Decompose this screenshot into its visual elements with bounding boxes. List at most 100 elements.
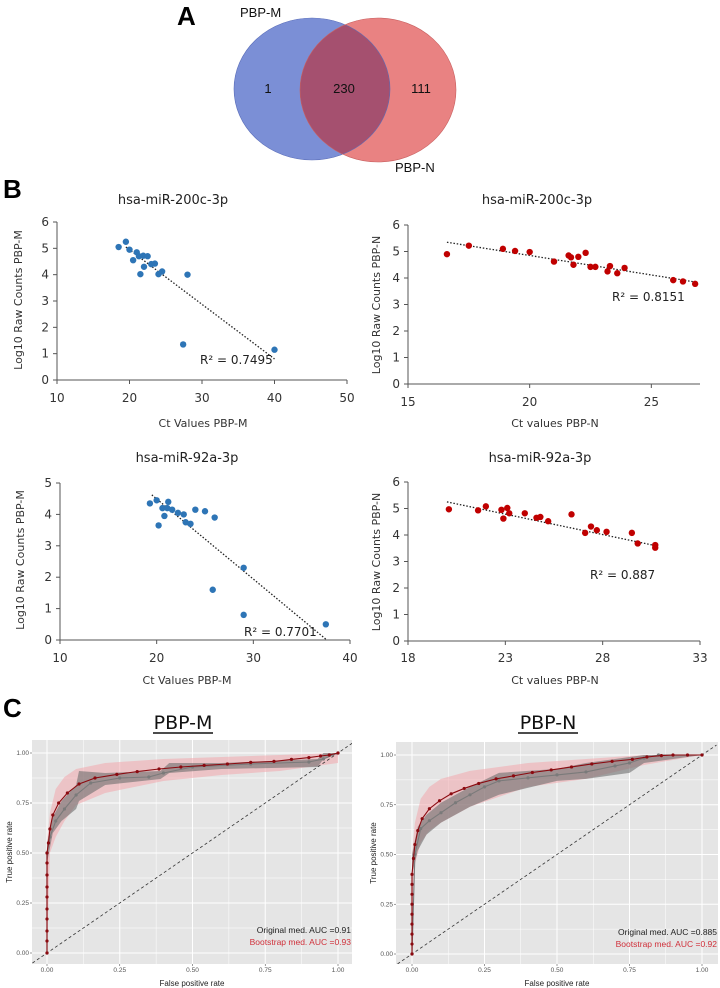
bootstrap-roc-point <box>62 807 67 811</box>
original-roc-point <box>51 813 55 817</box>
y-tick-label: 5 <box>41 241 49 255</box>
y-tick-label: 4 <box>44 507 52 521</box>
scatter-chart-1: hsa-miR-200c-3p 0 1 2 3 4 5 6 10 20 30 40 50 Ct Value… <box>12 193 355 430</box>
original-roc-point <box>410 922 414 926</box>
original-roc-line <box>46 752 339 953</box>
y-tick-label: 0.50 <box>380 852 393 859</box>
original-roc-point <box>410 872 414 877</box>
y-tick-label: 1 <box>392 608 400 622</box>
chart-title: hsa-miR-200c-3p <box>118 193 228 208</box>
original-roc-point <box>420 817 424 821</box>
x-tick-label: 1.00 <box>696 967 709 974</box>
original-roc-point <box>46 841 51 845</box>
bootstrap-roc-point <box>321 757 326 761</box>
y-tick-label: 1.00 <box>380 752 393 759</box>
y-tick-label: 6 <box>41 215 49 229</box>
data-point <box>575 253 582 260</box>
original-roc-point <box>202 763 206 768</box>
y-tick-label: 3 <box>392 298 400 312</box>
y-tick-label: 3 <box>41 294 49 308</box>
data-point <box>126 246 133 253</box>
original-roc-point <box>289 757 294 762</box>
x-tick-label: 0.50 <box>186 967 199 974</box>
venn-outline-left <box>233 17 391 161</box>
roc-chart-5: PBP-M 0.00 0.25 0.50 0.75 1.00 0.00 0.25 0.50 0.7… <box>5 712 352 988</box>
original-roc-point <box>569 765 574 769</box>
chart-title: hsa-miR-200c-3p <box>482 193 592 208</box>
original-roc-point <box>157 767 161 771</box>
x-tick-label: 1.00 <box>332 967 345 974</box>
data-point <box>184 271 191 278</box>
y-axis-label: Log10 Raw Counts PBP-N <box>370 236 383 374</box>
x-tick-label: 30 <box>194 391 209 405</box>
data-point <box>182 519 189 526</box>
data-point <box>537 513 544 521</box>
r-squared-label: R² = 0.887 <box>590 568 655 582</box>
x-tick-label: 50 <box>339 391 354 405</box>
original-roc-point <box>410 892 414 896</box>
trendline <box>446 241 696 283</box>
original-ci-band <box>412 755 702 875</box>
data-point <box>550 258 558 265</box>
x-tick-label: 10 <box>52 651 67 665</box>
bootstrap-roc-point <box>427 819 431 823</box>
data-point <box>474 507 482 514</box>
y-axis-label: True positive rate <box>5 821 14 883</box>
original-roc-point <box>57 801 61 805</box>
original-roc-point <box>77 782 81 786</box>
original-auc-label: Original med. AUC =0.885 <box>618 927 717 937</box>
original-roc-point <box>45 929 49 933</box>
original-roc-point <box>645 755 649 759</box>
data-point <box>146 500 154 507</box>
original-roc-point <box>700 753 704 757</box>
data-point <box>506 510 513 517</box>
data-point <box>211 514 218 521</box>
y-axis-label: Log10 Raw Counts PBP-M <box>12 230 25 370</box>
x-axis-label: Ct Values PBP-M <box>143 674 232 687</box>
data-point <box>567 254 575 261</box>
data-point <box>511 247 519 255</box>
original-roc-point <box>410 932 414 936</box>
y-tick-label: 5 <box>44 476 52 490</box>
data-point <box>592 263 599 271</box>
data-point <box>670 276 677 284</box>
x-axis-label: False positive rate <box>160 979 225 988</box>
y-axis-label: Log10 Raw Counts PBP-N <box>370 493 383 631</box>
data-point <box>593 527 601 534</box>
data-point <box>153 497 160 504</box>
original-roc-point <box>511 774 516 778</box>
original-roc-point <box>410 952 414 956</box>
data-point <box>500 515 507 522</box>
original-auc-label: Original med. AUC =0.91 <box>257 925 352 935</box>
data-point <box>587 523 595 530</box>
data-point <box>526 248 533 256</box>
data-point <box>180 511 187 518</box>
plot-content <box>397 744 717 964</box>
data-point <box>568 511 575 518</box>
original-roc-point <box>336 751 340 755</box>
data-point <box>129 256 137 264</box>
original-roc-point <box>685 753 690 757</box>
bootstrap-roc-point <box>497 779 501 783</box>
original-roc-point <box>307 756 311 760</box>
r-squared-label: R² = 0.7701 <box>244 625 317 639</box>
bootstrap-auc-label: Bootstrap med. AUC =0.92 <box>616 939 718 949</box>
y-tick-label: 5 <box>392 245 400 259</box>
original-roc-point <box>410 902 414 906</box>
bootstrap-roc-point <box>453 801 458 805</box>
y-tick-label: 2 <box>44 570 52 584</box>
y-tick-label: 1 <box>392 351 400 365</box>
y-tick-label: 0.25 <box>380 901 393 908</box>
x-tick-label: 40 <box>267 391 282 405</box>
x-tick-label: 25 <box>644 395 659 409</box>
data-point <box>115 243 122 251</box>
venn-label-pbp-n: PBP-N <box>395 160 435 175</box>
data-point <box>240 611 247 619</box>
y-tick-label: 1 <box>44 602 52 616</box>
r-squared-label: R² = 0.7495 <box>200 353 273 367</box>
data-point <box>174 509 182 517</box>
y-axis-label: True positive rate <box>369 822 378 884</box>
x-axis-label: Ct values PBP-N <box>511 674 599 687</box>
y-tick-label: 6 <box>392 218 400 232</box>
